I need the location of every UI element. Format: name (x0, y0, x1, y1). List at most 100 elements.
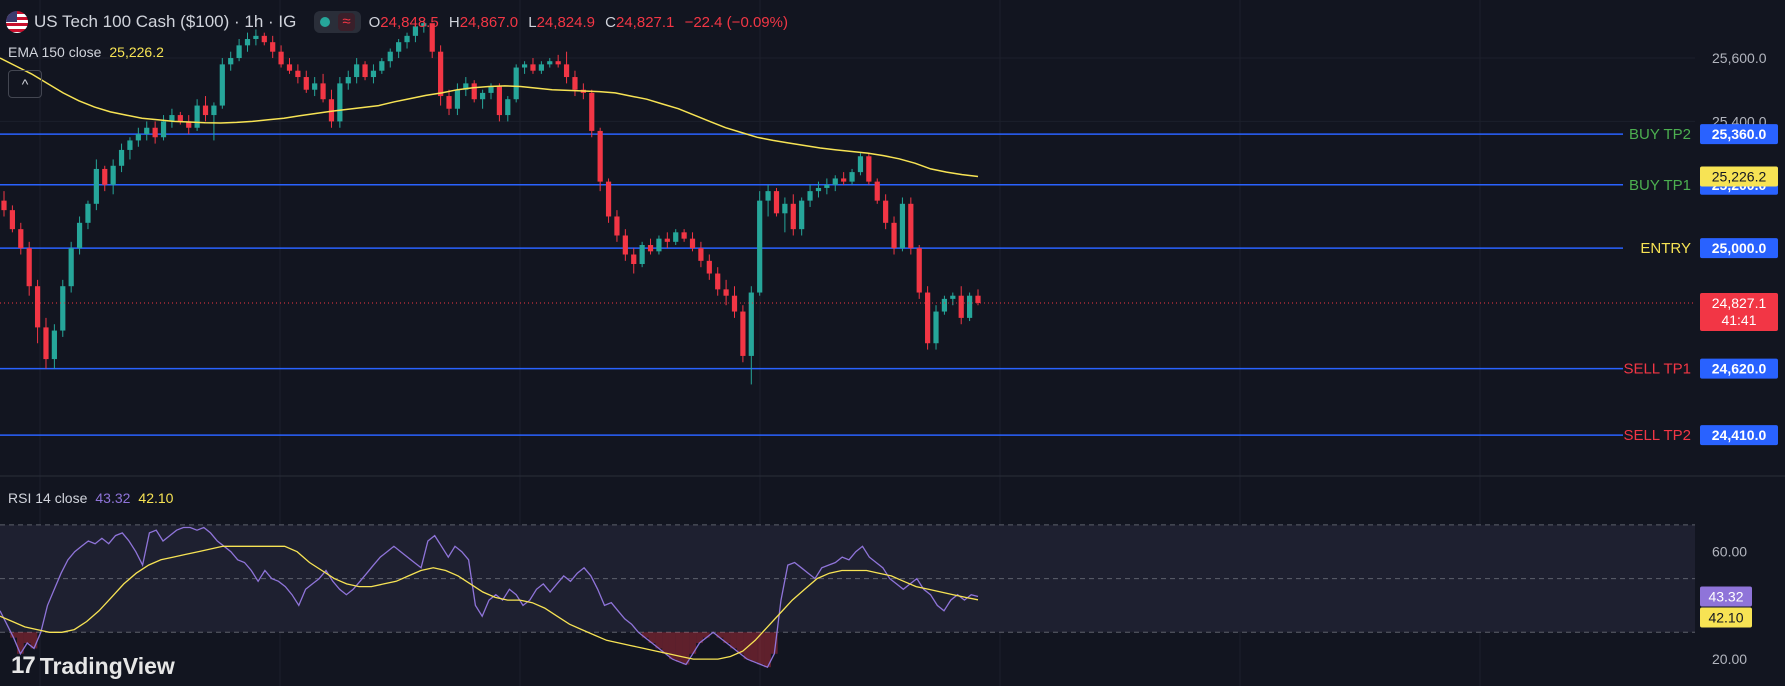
candle-body (950, 295, 956, 299)
candle-body (26, 248, 32, 287)
candle-body (597, 130, 603, 182)
candle-body (471, 83, 477, 100)
candle-body (967, 295, 973, 318)
rsi-oversold-fill (716, 632, 724, 638)
candle-body (832, 178, 838, 185)
rsi-ma-value-label: 42.10 (1708, 610, 1743, 626)
candle-body (152, 127, 158, 138)
candle-body (555, 61, 561, 65)
market-status-pill[interactable]: ≈ (314, 11, 361, 33)
high-label: H (448, 13, 460, 31)
candle-body (286, 64, 293, 71)
candle-body (93, 168, 99, 204)
candle-body (303, 77, 309, 90)
level-name-label: BUY TP2 (1629, 126, 1691, 143)
ema-value: 25,226.2 (109, 44, 164, 60)
candle-body (941, 298, 948, 312)
candle-body (715, 273, 721, 290)
open-label: O (368, 13, 381, 31)
candle-body (186, 121, 192, 128)
candle-body (656, 238, 662, 252)
candle-body (219, 64, 225, 106)
candle-body (244, 39, 251, 46)
candle-body (866, 156, 872, 182)
candle-body (102, 168, 108, 185)
candle-body (782, 203, 788, 214)
candle-body (664, 238, 670, 242)
rsi-oversold-fill (30, 632, 38, 649)
collapse-legend-button[interactable]: ^ (8, 70, 42, 98)
ema-label: EMA 150 close (8, 44, 102, 60)
high-value: 24,867.0 (459, 13, 519, 31)
symbol-title[interactable]: US Tech 100 Cash ($100) · 1h · IG (34, 12, 297, 31)
candle-body (429, 23, 435, 52)
candle-body (320, 83, 326, 100)
candle-body (673, 232, 679, 242)
candle-body (463, 83, 469, 90)
rsi-value-box (1700, 586, 1752, 607)
rsi-label: RSI 14 close (8, 490, 88, 506)
rsi-oversold-fill (641, 632, 649, 638)
candle-body (211, 105, 217, 116)
candle-body (975, 295, 981, 303)
candle-body (202, 105, 209, 116)
change-value: −22.4 (−0.09%) (684, 13, 788, 31)
candle-body (337, 83, 343, 122)
rsi-oversold-fill (16, 632, 24, 654)
candle-body (60, 286, 66, 331)
candle-body (849, 172, 855, 182)
candle-body (773, 191, 780, 214)
candle-body (396, 42, 402, 52)
wave-icon: ≈ (338, 13, 355, 31)
candle-body (807, 191, 813, 201)
rsi-legend[interactable]: RSI 14 close 43.32 42.10 (8, 490, 173, 506)
candle-body (538, 64, 544, 71)
ema-legend[interactable]: EMA 150 close 25,226.2 (8, 44, 164, 60)
ema-price-label: 25,226.2 (1712, 168, 1767, 184)
rsi-oversold-fill (689, 632, 697, 654)
candle-body (295, 70, 301, 78)
candle-body (908, 203, 914, 249)
open-value: 24,848.5 (380, 13, 439, 31)
candle-body (387, 51, 393, 62)
candle-body (68, 248, 74, 287)
candle-body (110, 165, 116, 185)
rsi-oversold-fill (730, 632, 737, 649)
candle-body (85, 203, 91, 223)
candle-body (614, 216, 620, 236)
rsi-oversold-fill (682, 632, 690, 665)
candle-body (958, 295, 964, 318)
chevron-up-icon: ^ (21, 76, 29, 92)
ema-line (0, 57, 979, 178)
candle-body (605, 181, 612, 217)
market-open-icon (320, 17, 331, 27)
candle-body (589, 92, 595, 131)
level-price-label: 24,410.0 (1712, 427, 1767, 443)
tradingview-logo-text: TradingView (39, 652, 175, 679)
level-price-box (1700, 238, 1778, 259)
candle-body (34, 286, 41, 328)
level-name-label: SELL TP1 (1623, 361, 1691, 378)
candle-body (740, 311, 746, 356)
candle-body (757, 200, 763, 293)
candle-body (689, 238, 696, 249)
candle-body (513, 67, 519, 100)
tradingview-logo: 17 TradingView (11, 652, 175, 680)
candle-body (454, 89, 461, 109)
close-value: 24,827.1 (616, 13, 675, 31)
candle-body (681, 232, 687, 239)
rsi-oversold-fill (743, 632, 751, 660)
candle-body (438, 51, 444, 97)
us-flag-icon (6, 11, 28, 33)
candle-body (505, 99, 511, 116)
candle-body (521, 64, 528, 68)
rsi-ma-value-box (1700, 607, 1752, 628)
candle-body (354, 64, 360, 78)
chart-header: US Tech 100 Cash ($100) · 1h · IG ≈ O24,… (6, 10, 794, 34)
candle-body (622, 235, 628, 255)
level-price-box (1700, 124, 1778, 145)
level-price-label: 25,000.0 (1712, 240, 1767, 256)
candle-body (883, 200, 889, 223)
tradingview-logo-icon: 17 (11, 652, 36, 679)
